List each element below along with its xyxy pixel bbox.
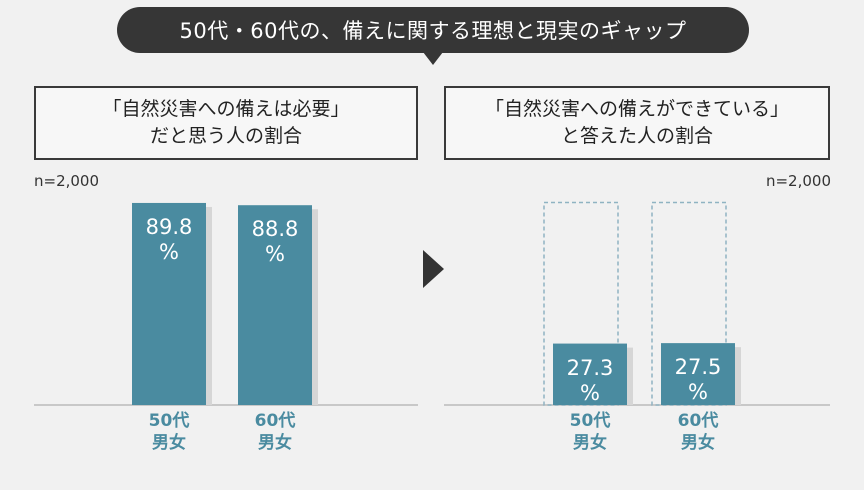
ideal-level-outline (651, 201, 727, 406)
bar-actual-0 (553, 343, 627, 405)
bar-value-unit: % (688, 380, 708, 405)
category-label-line-2: 男女 (258, 433, 292, 454)
bar-actual-1 (661, 343, 735, 405)
bar-value-label: 27.3% (553, 356, 627, 406)
chart-main-title: 50代・60代の、備えに関する理想と現実のギャップ (179, 19, 687, 43)
bar-value-label: 27.5% (661, 355, 735, 405)
title-banner-tail (423, 52, 443, 65)
bar-value-label: 88.8% (238, 217, 312, 267)
category-label: 60代 男女 (658, 410, 738, 454)
category-label-line-1: 50代 (148, 411, 190, 431)
category-label-line-2: 男女 (152, 433, 186, 454)
category-label: 50代 男女 (550, 410, 630, 454)
right-panel-header: 「自然災害への備えができている」 と答えた人の割合 (444, 86, 830, 160)
bar-value-unit: % (159, 240, 179, 265)
title-banner: 50代・60代の、備えに関する理想と現実のギャップ (117, 7, 749, 53)
left-panel-title-line-1: 「自然災害への備えは必要」 (102, 98, 350, 121)
category-label: 50代 男女 (129, 410, 209, 454)
bar-value-label: 89.8% (132, 215, 206, 265)
bar-value-number: 27.5 (674, 355, 722, 380)
right-panel-title-line-1: 「自然災害への備えができている」 (484, 98, 789, 121)
right-panel-title-line-2: と答えた人の割合 (560, 125, 713, 147)
category-label-line-2: 男女 (681, 433, 715, 454)
category-label-line-1: 50代 (569, 411, 611, 431)
category-label-line-1: 60代 (254, 411, 296, 431)
bar-ideal-1 (238, 205, 312, 405)
ideal-level-outline (543, 201, 619, 406)
category-label-line-2: 男女 (573, 433, 607, 454)
category-label-line-1: 60代 (677, 411, 719, 431)
bar-value-number: 89.8 (145, 214, 193, 239)
left-panel-header: 「自然災害への備えは必要」 だと思う人の割合 (34, 86, 418, 160)
bar-value-number: 88.8 (251, 217, 299, 242)
bar-ideal-0 (132, 202, 206, 405)
right-sample-size: n=2,000 (765, 172, 831, 190)
bar-value-number: 27.3 (566, 355, 614, 380)
category-label: 60代 男女 (235, 410, 315, 454)
arrow-right-icon (423, 250, 444, 288)
left-panel-title-line-2: だと思う人の割合 (149, 125, 302, 147)
bar-value-unit: % (265, 242, 285, 267)
bar-value-unit: % (580, 380, 600, 405)
left-sample-size: n=2,000 (34, 172, 100, 190)
